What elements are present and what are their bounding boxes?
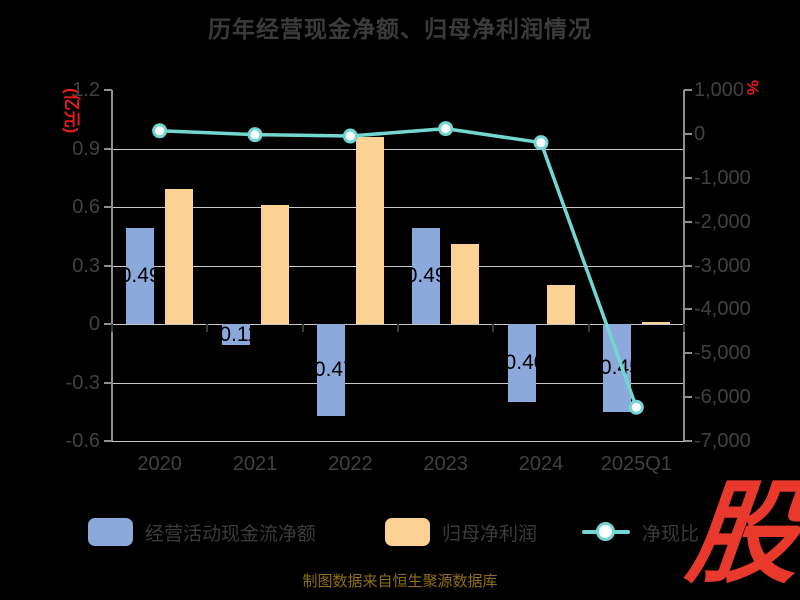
right-axis-tick (684, 440, 692, 442)
right-axis-tick (684, 89, 692, 91)
right-axis-tick-label: -2,000 (694, 210, 751, 233)
right-axis-tick-label: -3,000 (694, 254, 751, 277)
profit-bar-2024[interactable] (546, 285, 575, 324)
left-axis-tick-label: 0 (88, 313, 100, 335)
x-axis-category-label: 2022 (328, 453, 373, 475)
ocf-bar-2023[interactable] (412, 228, 441, 324)
right-axis-tick-label: 1,000 (694, 79, 745, 101)
left-axis-tick (104, 206, 112, 208)
legend-label: 经营活动现金流净额 (145, 523, 317, 545)
profit-bar-2021[interactable] (260, 205, 289, 324)
right-axis-tick (684, 220, 692, 223)
left-axis-tick (104, 381, 112, 384)
legend-swatch-orange (385, 518, 430, 546)
left-axis-tick-label: 0.9 (72, 137, 100, 160)
footer-source-note: 制图数据来自恒生聚源数据库 (302, 573, 498, 590)
right-axis-tick-label: -5,000 (694, 342, 751, 365)
profit-bar-2022[interactable] (355, 136, 384, 324)
legend: 经营活动现金流净额 归母净利润 净现比 (0, 516, 800, 552)
bar-value-label: -0.40 (497, 351, 546, 374)
profit-bar-2020[interactable] (165, 189, 194, 324)
gridline (112, 382, 684, 384)
x-axis-tick (397, 324, 399, 332)
left-axis-tick-label: 1.2 (72, 79, 100, 101)
x-axis-category-label: 2020 (137, 453, 182, 475)
right-axis-tick-label: -4,000 (694, 298, 751, 321)
legend-item-operating-cashflow[interactable]: 经营活动现金流净额 (88, 516, 316, 548)
line-marker-2022[interactable] (342, 128, 358, 144)
right-axis-tick (684, 396, 692, 399)
right-axis-tick-label: 0 (694, 122, 706, 145)
left-axis-tick-label: 0.3 (72, 254, 100, 277)
x-axis-tick (492, 324, 495, 332)
right-axis-tick-label: -6,000 (694, 386, 751, 409)
right-axis-tick (684, 176, 692, 179)
left-axis-tick-label: 0.6 (72, 196, 100, 218)
chart-title: 历年经营现金净额、归母净利润情况 (208, 16, 592, 42)
right-axis-tick (684, 132, 692, 135)
legend-line-marker-icon (582, 518, 630, 546)
line-marker-2023[interactable] (438, 121, 454, 137)
legend-label: 净现比 (642, 523, 700, 545)
ocf-bar-2021[interactable] (221, 324, 250, 346)
profit-bar-2025Q1[interactable] (641, 322, 670, 324)
legend-label: 归母净利润 (442, 523, 538, 545)
gridline (112, 441, 684, 442)
x-axis-category-label: 2021 (232, 453, 278, 475)
left-axis-tick-label: -0.6 (65, 430, 100, 452)
x-axis-tick (111, 324, 113, 332)
right-axis-tick-label: -7,000 (694, 430, 751, 452)
right-axis-tick (684, 264, 692, 267)
legend-item-net-profit[interactable]: 归母净利润 (385, 516, 537, 548)
bar-value-label: -0.47 (306, 357, 355, 381)
line-marker-2025Q1[interactable] (628, 399, 644, 415)
legend-item-net-cash-ratio[interactable]: 净现比 (582, 516, 699, 548)
bar-value-label: 0.49 (119, 264, 161, 288)
left-axis-tick (104, 147, 112, 150)
line-path (159, 126, 638, 408)
profit-bar-2023[interactable] (451, 244, 480, 324)
ocf-bar-2022[interactable] (316, 324, 345, 416)
x-axis-tick (301, 324, 304, 332)
bar-value-label: -0.11 (212, 322, 259, 346)
line-marker-2020[interactable] (152, 123, 168, 139)
ocf-bar-2025Q1[interactable] (602, 324, 631, 412)
x-axis-tick (587, 324, 590, 332)
left-axis-tick-label: -0.3 (65, 371, 100, 394)
gridline (112, 148, 684, 150)
left-axis-tick (104, 323, 112, 325)
line-marker-2021[interactable] (247, 127, 263, 143)
x-axis-category-label: 2023 (423, 453, 468, 475)
line-marker-2024[interactable] (533, 135, 549, 151)
gridline (112, 207, 684, 208)
x-axis-category-label: 2025Q1 (600, 453, 672, 475)
x-axis-tick (683, 324, 685, 332)
ocf-bar-2020[interactable] (126, 228, 155, 324)
bar-value-label: 0.49 (405, 264, 447, 288)
gridline (112, 265, 684, 267)
x-axis-category-label: 2024 (518, 453, 564, 475)
bar-value-label: -0.45 (592, 355, 641, 379)
right-axis-tick (684, 308, 692, 311)
ocf-bar-2024[interactable] (507, 324, 536, 402)
left-axis-tick (104, 440, 112, 442)
right-axis-tick-label: -1,000 (694, 166, 751, 189)
left-axis-tick (104, 264, 112, 267)
legend-swatch-blue (88, 518, 133, 546)
left-axis-tick (104, 89, 112, 91)
x-axis-tick (206, 324, 209, 332)
left-axis-line (111, 90, 113, 441)
right-axis-tick (684, 352, 692, 355)
